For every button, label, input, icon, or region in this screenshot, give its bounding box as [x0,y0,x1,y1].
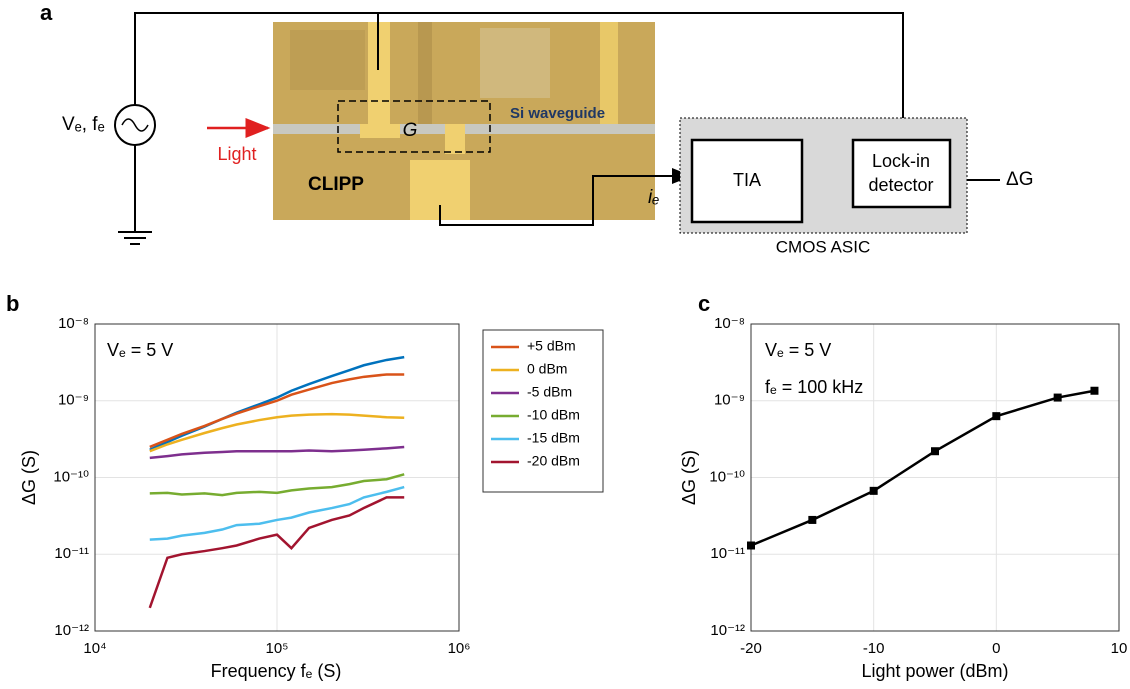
tia-label: TIA [733,170,761,190]
source-label: Vₑ, fₑ [62,114,105,135]
data-point [808,516,816,524]
panel-label: b [6,291,19,316]
data-point [747,542,755,550]
y-tick-label: 10⁻¹⁰ [709,468,745,485]
legend-label: 0 dBm [527,361,567,377]
x-tick-label: 0 [992,640,1000,657]
y-tick-label: 10⁻⁸ [714,315,745,332]
x-tick-label: 10⁴ [83,640,106,657]
x-tick-label: 10⁶ [448,640,471,657]
x-axis-label: Light power (dBm) [861,661,1008,681]
legend-label: +5 dBm [527,338,576,354]
data-point [931,447,939,455]
y-tick-label: 10⁻⁸ [58,315,89,332]
y-axis-label: ΔG (S) [679,450,699,505]
y-tick-label: 10⁻⁹ [714,392,745,409]
annotation: Vₑ = 5 V [107,340,173,360]
y-tick-label: 10⁻¹⁰ [53,468,89,485]
x-tick-label: -10 [863,640,885,657]
x-tick-label: 10⁵ [266,640,289,657]
panel-label: c [698,291,710,316]
waveguide-label: Si waveguide [510,105,605,122]
current-label: iₑ [648,187,660,208]
annotation: fₑ = 100 kHz [765,377,863,397]
y-axis-label: ΔG (S) [19,450,39,505]
y-tick-label: 10⁻¹¹ [710,545,745,562]
legend-label: -20 dBm [527,453,580,469]
data-point [992,412,1000,420]
output-label: ΔG [1006,169,1033,190]
data-point [870,487,878,495]
annotation: Vₑ = 5 V [765,340,831,360]
legend-label: -5 dBm [527,384,572,400]
gap-label: G [403,120,418,141]
y-tick-label: 10⁻¹² [710,622,745,639]
lockin-label: detector [868,175,933,195]
data-point [1090,387,1098,395]
y-tick-label: 10⁻¹¹ [54,545,89,562]
asic-label: CMOS ASIC [776,237,870,256]
data-point [1054,394,1062,402]
x-axis-label: Frequency fₑ (S) [211,661,342,681]
clipp-label: CLIPP [308,174,364,195]
panel-label: a [40,0,53,25]
legend-label: -15 dBm [527,430,580,446]
light-label: Light [217,144,256,164]
figure: a b c G Si waveguide CLIPP Vₑ, fₑ Light … [0,0,1130,689]
lockin-label: Lock-in [872,151,930,171]
page: {"panels": ["a", "b", "c"], "diagram": {… [0,0,1130,689]
x-tick-label: -20 [740,640,762,657]
x-tick-label: 10 [1111,640,1128,657]
legend-label: -10 dBm [527,407,580,423]
y-tick-label: 10⁻⁹ [58,392,89,409]
y-tick-label: 10⁻¹² [54,622,89,639]
